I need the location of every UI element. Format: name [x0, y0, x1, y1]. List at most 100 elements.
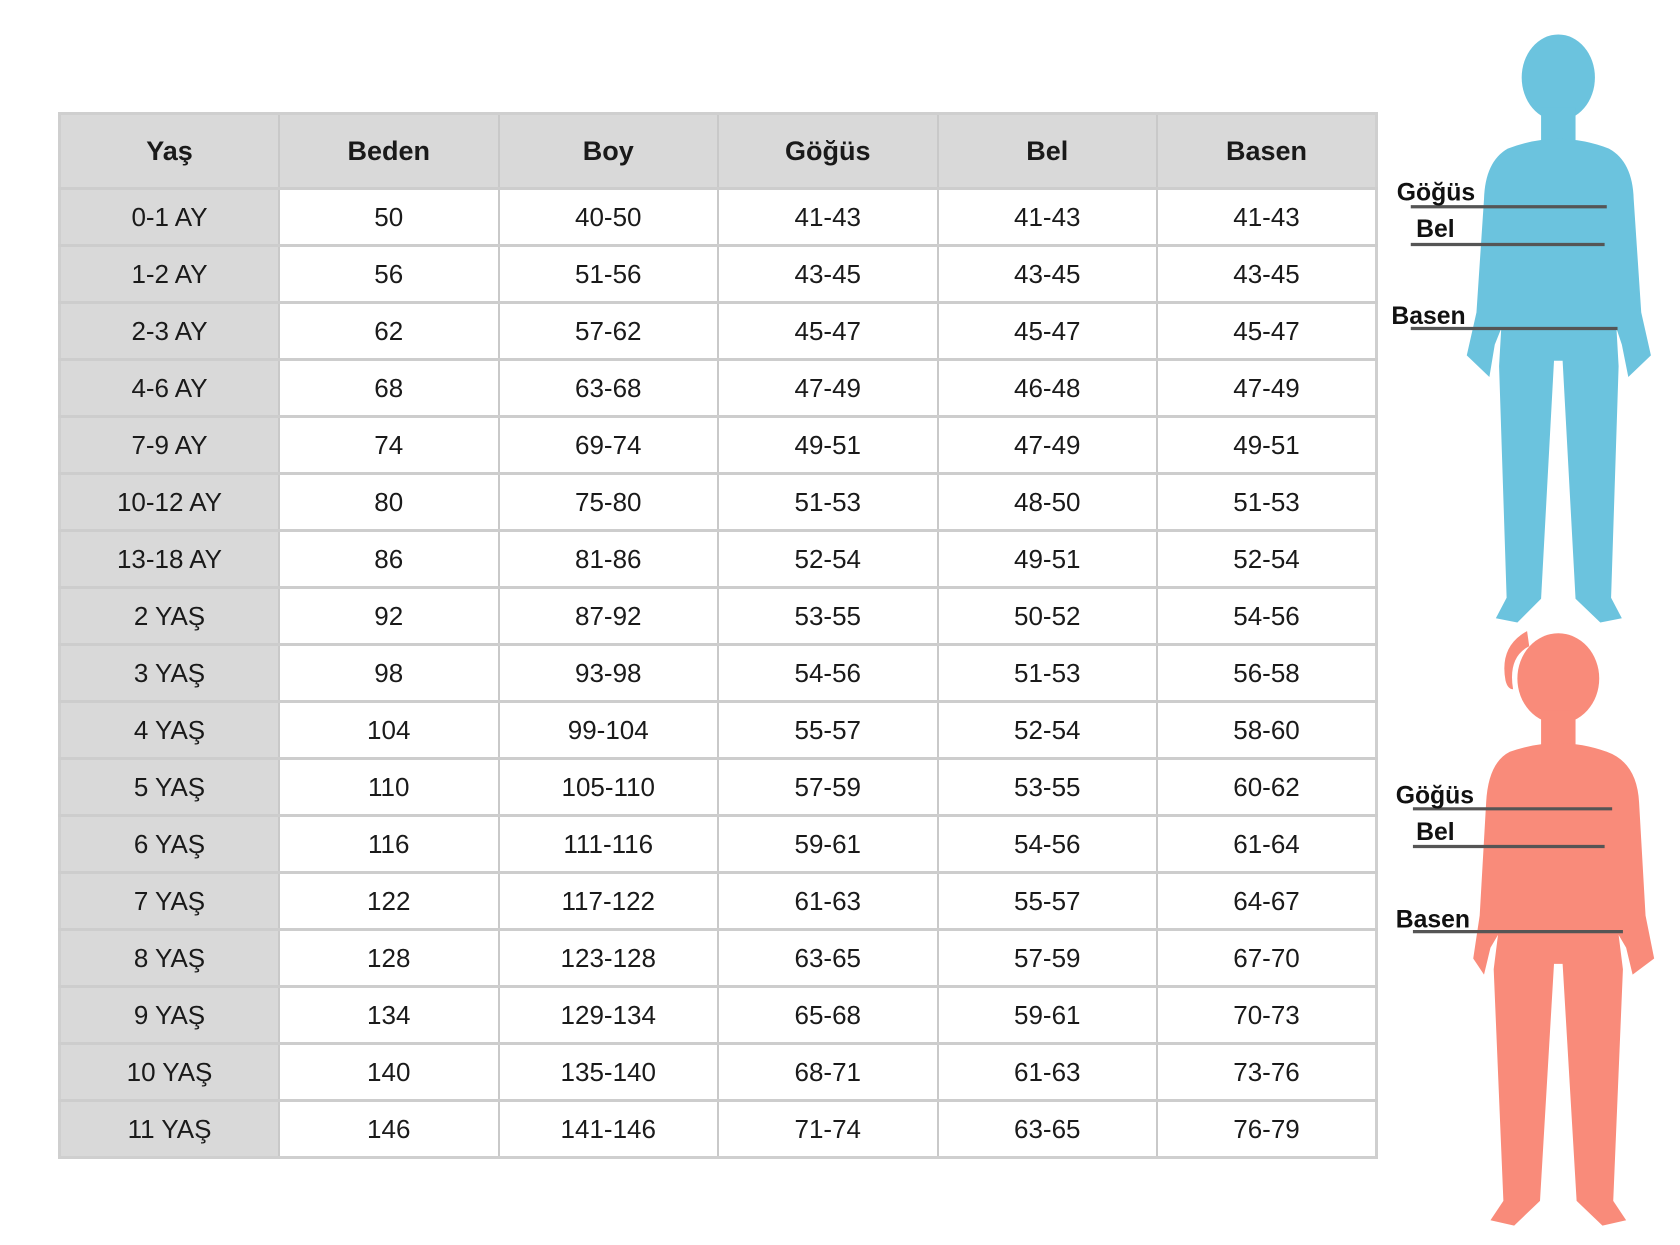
cell-waist: 48-50 [936, 472, 1158, 532]
cell-size: 80 [278, 472, 500, 532]
cell-waist: 55-57 [936, 871, 1158, 931]
cell-height: 69-74 [497, 415, 719, 475]
cell-hip: 64-67 [1156, 871, 1378, 931]
cell-waist: 63-65 [936, 1099, 1158, 1159]
cell-chest: 43-45 [717, 244, 939, 304]
cell-size: 128 [278, 928, 500, 988]
cell-hip: 60-62 [1156, 757, 1378, 817]
cell-chest: 49-51 [717, 415, 939, 475]
cell-hip: 51-53 [1156, 472, 1378, 532]
cell-age: 5 YAŞ [58, 757, 280, 817]
cell-waist: 51-53 [936, 643, 1158, 703]
cell-chest: 65-68 [717, 985, 939, 1045]
cell-chest: 41-43 [717, 187, 939, 247]
cell-height: 63-68 [497, 358, 719, 418]
cell-chest: 55-57 [717, 700, 939, 760]
cell-waist: 49-51 [936, 529, 1158, 589]
cell-height: 51-56 [497, 244, 719, 304]
header-height: Boy [497, 112, 719, 190]
girl-figure: Göğüs Bel Basen [1396, 631, 1655, 1226]
cell-hip: 47-49 [1156, 358, 1378, 418]
cell-age: 2-3 AY [58, 301, 280, 361]
cell-age: 13-18 AY [58, 529, 280, 589]
table-row: 0-1 AY 50 40-50 41-43 41-43 41-43 [58, 187, 1378, 247]
cell-age: 10-12 AY [58, 472, 280, 532]
cell-height: 105-110 [497, 757, 719, 817]
table-row: 4 YAŞ 104 99-104 55-57 52-54 58-60 [58, 700, 1378, 760]
cell-chest: 45-47 [717, 301, 939, 361]
header-chest: Göğüs [717, 112, 939, 190]
cell-chest: 61-63 [717, 871, 939, 931]
header-waist: Bel [936, 112, 1158, 190]
cell-size: 110 [278, 757, 500, 817]
cell-size: 92 [278, 586, 500, 646]
cell-waist: 52-54 [936, 700, 1158, 760]
girl-hip-label: Basen [1396, 906, 1470, 933]
table-row: 2 YAŞ 92 87-92 53-55 50-52 54-56 [58, 586, 1378, 646]
header-age: Yaş [58, 112, 280, 190]
table-row: 11 YAŞ 146 141-146 71-74 63-65 76-79 [58, 1099, 1378, 1159]
cell-hip: 56-58 [1156, 643, 1378, 703]
cell-age: 1-2 AY [58, 244, 280, 304]
cell-waist: 45-47 [936, 301, 1158, 361]
cell-chest: 57-59 [717, 757, 939, 817]
header-row: Yaş Beden Boy Göğüs Bel Basen [58, 112, 1378, 190]
cell-waist: 53-55 [936, 757, 1158, 817]
cell-age: 0-1 AY [58, 187, 280, 247]
table-row: 7 YAŞ 122 117-122 61-63 55-57 64-67 [58, 871, 1378, 931]
cell-age: 3 YAŞ [58, 643, 280, 703]
cell-chest: 51-53 [717, 472, 939, 532]
cell-chest: 71-74 [717, 1099, 939, 1159]
cell-height: 129-134 [497, 985, 719, 1045]
cell-height: 57-62 [497, 301, 719, 361]
boy-hip-label: Basen [1391, 303, 1465, 330]
cell-hip: 54-56 [1156, 586, 1378, 646]
table-row: 1-2 AY 56 51-56 43-45 43-45 43-45 [58, 244, 1378, 304]
cell-size: 56 [278, 244, 500, 304]
cell-chest: 63-65 [717, 928, 939, 988]
cell-age: 4-6 AY [58, 358, 280, 418]
cell-chest: 54-56 [717, 643, 939, 703]
table-row: 7-9 AY 74 69-74 49-51 47-49 49-51 [58, 415, 1378, 475]
cell-waist: 47-49 [936, 415, 1158, 475]
table-row: 5 YAŞ 110 105-110 57-59 53-55 60-62 [58, 757, 1378, 817]
table-row: 10 YAŞ 140 135-140 68-71 61-63 73-76 [58, 1042, 1378, 1102]
cell-size: 134 [278, 985, 500, 1045]
cell-waist: 61-63 [936, 1042, 1158, 1102]
cell-size: 122 [278, 871, 500, 931]
girl-chest-label: Göğüs [1396, 782, 1474, 809]
cell-size: 104 [278, 700, 500, 760]
cell-age: 7-9 AY [58, 415, 280, 475]
cell-height: 93-98 [497, 643, 719, 703]
cell-waist: 41-43 [936, 187, 1158, 247]
cell-age: 7 YAŞ [58, 871, 280, 931]
table-row: 4-6 AY 68 63-68 47-49 46-48 47-49 [58, 358, 1378, 418]
table-row: 10-12 AY 80 75-80 51-53 48-50 51-53 [58, 472, 1378, 532]
cell-chest: 52-54 [717, 529, 939, 589]
table-row: 2-3 AY 62 57-62 45-47 45-47 45-47 [58, 301, 1378, 361]
cell-hip: 67-70 [1156, 928, 1378, 988]
cell-size: 62 [278, 301, 500, 361]
cell-age: 2 YAŞ [58, 586, 280, 646]
cell-age: 4 YAŞ [58, 700, 280, 760]
table-row: 9 YAŞ 134 129-134 65-68 59-61 70-73 [58, 985, 1378, 1045]
cell-waist: 59-61 [936, 985, 1158, 1045]
cell-hip: 58-60 [1156, 700, 1378, 760]
boy-waist-label: Bel [1416, 216, 1455, 243]
cell-size: 86 [278, 529, 500, 589]
cell-hip: 73-76 [1156, 1042, 1378, 1102]
boy-chest-label: Göğüs [1397, 179, 1475, 206]
cell-waist: 46-48 [936, 358, 1158, 418]
cell-size: 50 [278, 187, 500, 247]
boy-figure: Göğüs Bel Basen [1391, 34, 1651, 623]
cell-hip: 70-73 [1156, 985, 1378, 1045]
table-row: 6 YAŞ 116 111-116 59-61 54-56 61-64 [58, 814, 1378, 874]
cell-size: 146 [278, 1099, 500, 1159]
cell-hip: 52-54 [1156, 529, 1378, 589]
cell-hip: 43-45 [1156, 244, 1378, 304]
cell-height: 117-122 [497, 871, 719, 931]
header-hip: Basen [1156, 112, 1378, 190]
cell-size: 68 [278, 358, 500, 418]
cell-height: 81-86 [497, 529, 719, 589]
cell-size: 116 [278, 814, 500, 874]
